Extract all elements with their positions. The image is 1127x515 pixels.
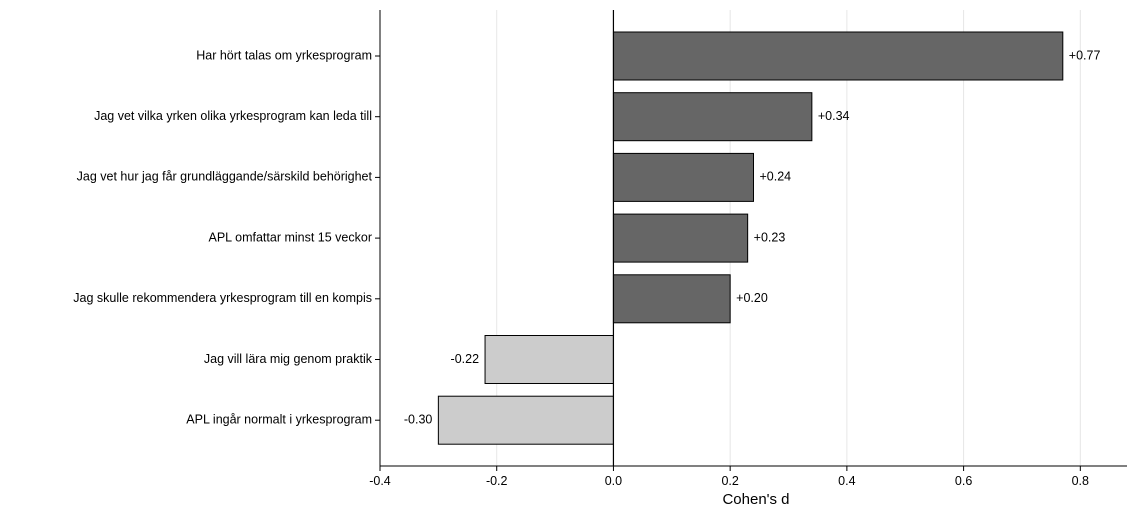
x-tick-label: -0.4	[369, 474, 391, 488]
data-label: +0.77	[1069, 48, 1101, 62]
category-label: Jag vet hur jag får grundläggande/särski…	[77, 170, 373, 184]
bar	[612, 152, 754, 202]
axes	[375, 10, 1127, 471]
x-axis-title: Cohen's d	[722, 491, 789, 508]
bar	[484, 335, 614, 384]
category-label: APL ingår normalt i yrkesprogram	[186, 412, 372, 426]
x-tick-label: 0.2	[721, 474, 738, 488]
bar	[612, 213, 749, 263]
category-label: Jag vill lära mig genom praktik	[204, 352, 373, 366]
data-label: +0.34	[818, 109, 850, 123]
data-label: +0.23	[754, 230, 786, 244]
data-label: -0.30	[404, 412, 433, 426]
bar	[612, 31, 1064, 81]
category-label: APL omfattar minst 15 veckor	[209, 230, 373, 244]
bar	[612, 92, 813, 142]
bar	[612, 274, 731, 324]
category-label: Jag skulle rekommendera yrkesprogram til…	[73, 291, 372, 305]
data-label: +0.24	[760, 170, 792, 184]
labels: Har hört talas om yrkesprogram +0.77 Jag v…	[73, 48, 1100, 488]
category-label: Jag vet vilka yrken olika yrkesprogram k…	[94, 109, 372, 123]
x-tick-label: 0.4	[838, 474, 855, 488]
data-label: -0.22	[451, 352, 480, 366]
x-tick-label: 0.0	[605, 474, 622, 488]
data-label: +0.20	[736, 291, 768, 305]
x-tick-label: 0.6	[955, 474, 972, 488]
category-label: Har hört talas om yrkesprogram	[196, 48, 372, 62]
x-tick-label: -0.2	[486, 474, 508, 488]
bars	[437, 31, 1064, 445]
bar	[437, 395, 614, 445]
x-tick-label: 0.8	[1072, 474, 1089, 488]
